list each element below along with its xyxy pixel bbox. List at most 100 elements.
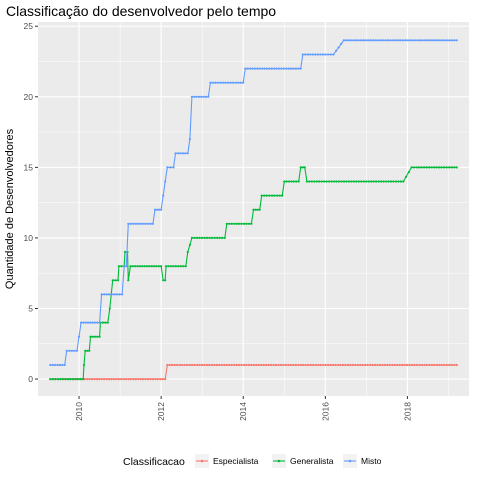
data-point — [193, 363, 196, 367]
data-point — [220, 363, 223, 367]
data-point — [305, 180, 308, 183]
data-point — [341, 363, 344, 367]
data-point — [61, 363, 64, 367]
data-point — [190, 236, 193, 239]
data-point — [188, 363, 191, 367]
data-point — [352, 39, 355, 42]
data-point — [86, 349, 89, 352]
data-point — [54, 378, 57, 381]
data-point — [129, 222, 132, 225]
data-point — [247, 363, 250, 367]
data-point — [105, 293, 108, 296]
data-point — [96, 335, 99, 338]
data-point — [59, 378, 62, 381]
data-point — [184, 152, 187, 155]
data-point — [399, 39, 402, 42]
data-point — [265, 67, 269, 70]
data-point — [324, 53, 327, 56]
data-point — [139, 222, 142, 225]
data-point — [198, 363, 201, 367]
data-point — [391, 39, 394, 42]
data-point — [257, 363, 260, 367]
data-point — [233, 363, 236, 367]
x-tick-label: 2012 — [156, 402, 166, 421]
data-point — [132, 378, 135, 381]
data-point — [309, 53, 312, 56]
data-point — [265, 194, 268, 197]
data-point — [367, 180, 370, 183]
data-point — [108, 293, 111, 296]
data-point — [320, 180, 323, 183]
series-line-especialista — [50, 364, 457, 380]
data-point — [383, 363, 387, 367]
data-point — [162, 194, 165, 197]
data-point — [178, 363, 181, 367]
data-point — [51, 378, 55, 381]
data-point — [240, 363, 243, 367]
data-point — [294, 363, 297, 367]
y-tick-label: 10 — [24, 233, 34, 243]
data-point — [312, 363, 315, 367]
data-point — [182, 265, 185, 268]
data-point — [179, 265, 182, 268]
data-point — [319, 363, 322, 367]
data-point — [386, 39, 390, 42]
series-misto — [49, 39, 458, 367]
data-point — [287, 67, 290, 70]
data-point — [430, 166, 433, 169]
data-point — [430, 363, 434, 367]
data-point — [51, 363, 54, 367]
data-point — [218, 363, 221, 367]
data-point — [181, 152, 184, 155]
data-point — [440, 363, 443, 367]
data-point — [260, 194, 263, 197]
data-point — [184, 265, 187, 268]
data-point — [146, 222, 150, 225]
data-point — [453, 39, 456, 42]
data-point — [284, 363, 288, 367]
data-point — [407, 171, 410, 174]
data-point — [304, 53, 307, 56]
data-point — [425, 363, 429, 367]
data-point — [421, 39, 424, 42]
y-tick-label: 0 — [28, 374, 33, 384]
data-point — [181, 363, 184, 367]
data-point — [337, 180, 341, 183]
data-point — [438, 39, 441, 42]
data-point — [237, 363, 241, 367]
data-point — [118, 293, 121, 296]
data-point — [350, 39, 353, 42]
data-point — [290, 67, 293, 70]
data-point — [256, 208, 259, 211]
data-point — [308, 180, 311, 183]
data-point — [127, 378, 130, 381]
data-point — [401, 39, 404, 42]
data-point — [244, 67, 247, 70]
data-point — [252, 208, 255, 211]
data-point — [396, 363, 399, 367]
data-point — [402, 180, 405, 183]
data-point — [188, 243, 191, 247]
data-point — [273, 67, 276, 70]
data-point — [245, 363, 248, 367]
data-point — [115, 293, 119, 296]
data-point — [405, 175, 408, 178]
data-point — [292, 363, 295, 367]
data-point — [176, 363, 179, 367]
data-point — [455, 39, 458, 42]
data-point — [263, 194, 266, 197]
data-point — [254, 208, 257, 211]
data-point — [125, 378, 128, 381]
data-point — [183, 363, 186, 367]
data-point — [82, 363, 86, 367]
data-point — [337, 46, 340, 49]
data-point — [104, 321, 107, 324]
data-point — [82, 321, 85, 324]
data-point — [299, 166, 302, 169]
data-point — [155, 265, 158, 268]
y-tick-label: 15 — [24, 162, 34, 172]
data-point — [216, 81, 220, 84]
data-point — [297, 363, 300, 367]
data-point — [211, 236, 214, 239]
data-point — [76, 378, 80, 381]
